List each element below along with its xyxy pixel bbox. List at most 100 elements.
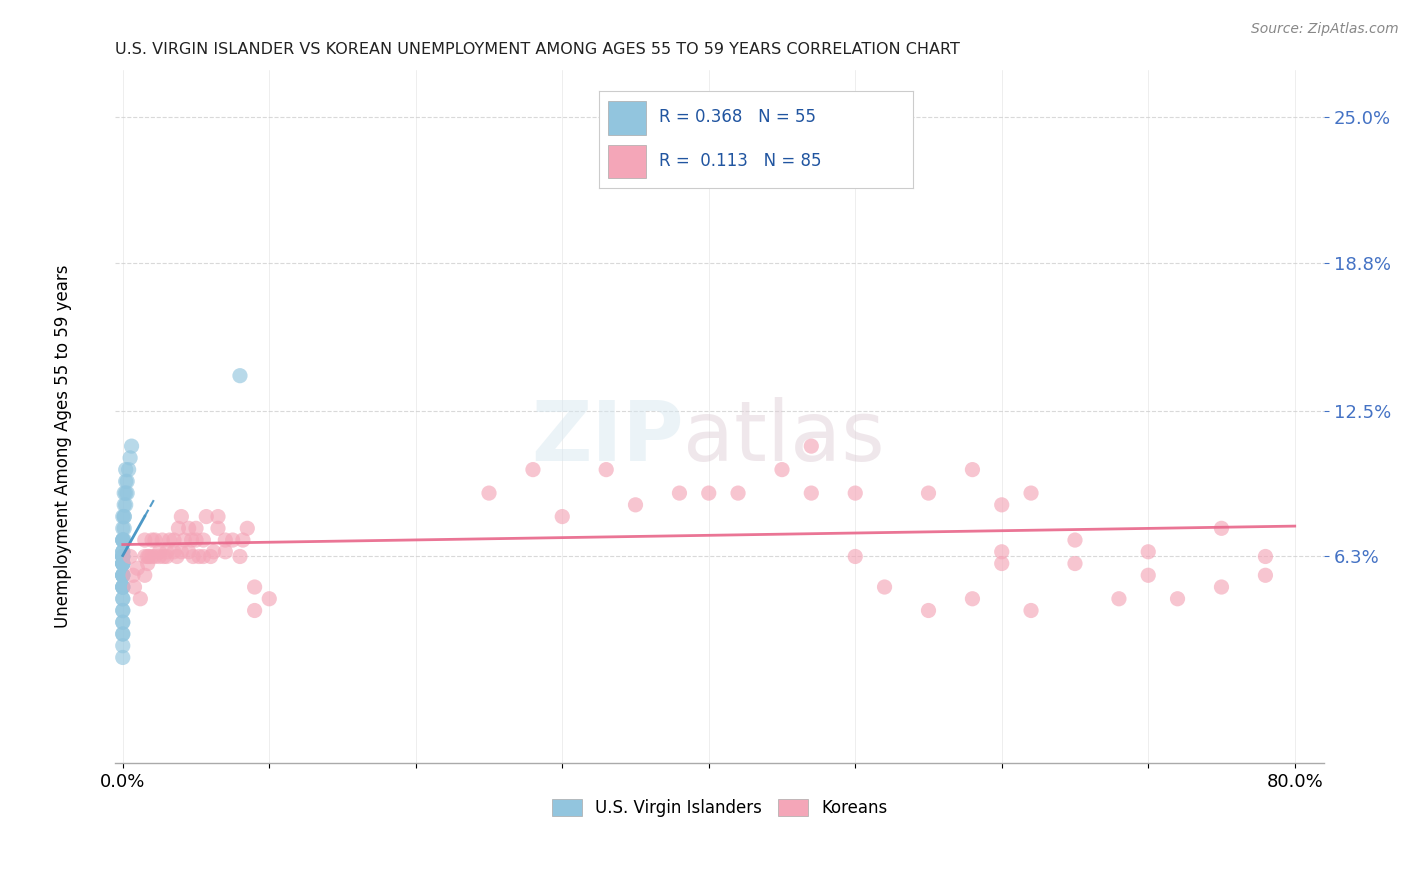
Point <box>111 591 134 606</box>
Point <box>111 615 134 630</box>
Text: atlas: atlas <box>683 397 886 478</box>
Point <box>917 603 939 617</box>
Point <box>148 545 170 559</box>
Point <box>111 549 134 564</box>
Point <box>167 521 190 535</box>
Point <box>111 533 134 547</box>
Point <box>200 549 222 564</box>
Point <box>1167 591 1189 606</box>
Point <box>844 549 866 564</box>
Point <box>990 557 1012 571</box>
Point <box>136 557 159 571</box>
Point <box>141 533 163 547</box>
Point <box>1019 603 1042 617</box>
Point <box>134 549 156 564</box>
Point <box>111 591 134 606</box>
Point <box>111 627 134 641</box>
Text: ZIP: ZIP <box>531 397 683 478</box>
Point <box>207 509 229 524</box>
Point <box>1064 557 1087 571</box>
Point <box>114 486 136 500</box>
Point <box>1137 545 1160 559</box>
Point <box>1211 521 1233 535</box>
Point <box>117 462 139 476</box>
Point <box>522 462 544 476</box>
Point <box>156 549 179 564</box>
Point <box>1211 580 1233 594</box>
Point <box>111 545 134 559</box>
Point <box>170 545 193 559</box>
Point <box>111 533 134 547</box>
Point <box>478 486 501 500</box>
Point <box>163 533 186 547</box>
Point <box>152 549 174 564</box>
Point <box>111 533 134 547</box>
Point <box>111 580 134 594</box>
Point <box>159 533 181 547</box>
Point <box>111 603 134 617</box>
Point <box>112 533 135 547</box>
Point <box>141 549 163 564</box>
Point <box>229 368 252 383</box>
Point <box>166 549 188 564</box>
Point <box>800 486 823 500</box>
Point <box>595 462 617 476</box>
Point <box>741 111 763 125</box>
Point <box>202 545 225 559</box>
Point <box>136 549 159 564</box>
Point <box>177 521 200 535</box>
Point <box>111 568 134 582</box>
Point <box>195 509 218 524</box>
Point <box>120 450 142 465</box>
Point <box>129 591 152 606</box>
Point <box>120 549 142 564</box>
Point <box>111 568 134 582</box>
Point <box>156 545 179 559</box>
Text: Unemployment Among Ages 55 to 59 years: Unemployment Among Ages 55 to 59 years <box>55 264 72 628</box>
Point <box>193 549 215 564</box>
Text: U.S. VIRGIN ISLANDER VS KOREAN UNEMPLOYMENT AMONG AGES 55 TO 59 YEARS CORRELATIO: U.S. VIRGIN ISLANDER VS KOREAN UNEMPLOYM… <box>115 42 960 57</box>
Point <box>111 568 134 582</box>
Point <box>232 533 254 547</box>
Point <box>115 475 138 489</box>
Point <box>122 568 145 582</box>
Point <box>111 568 134 582</box>
Text: Source: ZipAtlas.com: Source: ZipAtlas.com <box>1251 22 1399 37</box>
Point <box>127 561 149 575</box>
Point <box>115 486 138 500</box>
Point <box>114 475 136 489</box>
Point <box>111 549 134 564</box>
Point <box>111 557 134 571</box>
Point <box>184 533 207 547</box>
Point <box>111 650 134 665</box>
Point <box>259 591 281 606</box>
Point <box>111 545 134 559</box>
Point <box>990 545 1012 559</box>
Point <box>111 509 134 524</box>
Point <box>111 580 134 594</box>
Point <box>111 545 134 559</box>
Point <box>1254 568 1277 582</box>
Point <box>236 521 259 535</box>
Point <box>143 533 166 547</box>
Point <box>697 486 720 500</box>
Point <box>207 521 229 535</box>
Point <box>1137 568 1160 582</box>
Point <box>180 533 202 547</box>
Point <box>177 545 200 559</box>
Point <box>121 439 143 453</box>
Point <box>112 486 135 500</box>
Point <box>111 639 134 653</box>
Point <box>150 533 173 547</box>
Point <box>668 486 690 500</box>
Point <box>111 533 134 547</box>
Point <box>111 557 134 571</box>
Point <box>143 549 166 564</box>
Point <box>138 549 160 564</box>
Point <box>111 627 134 641</box>
Point <box>170 509 193 524</box>
Point <box>111 580 134 594</box>
Point <box>873 580 896 594</box>
Point <box>917 486 939 500</box>
Point <box>770 462 793 476</box>
